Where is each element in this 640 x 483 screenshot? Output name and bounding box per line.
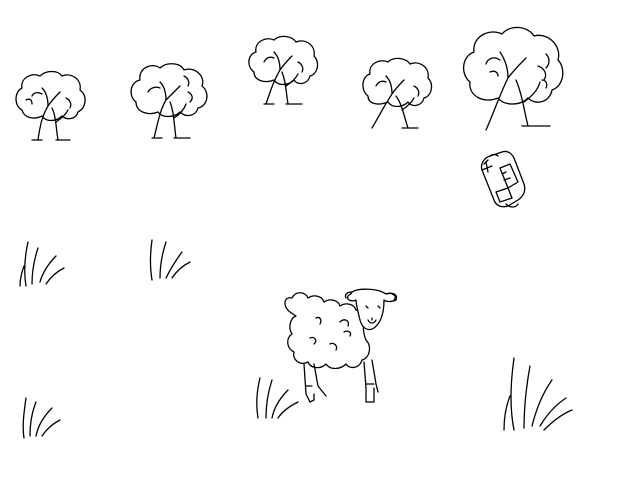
tree-icon <box>248 35 319 105</box>
grass-tuft-icon <box>149 239 191 281</box>
car-icon[interactable] <box>476 150 528 212</box>
tree-icon <box>130 63 208 139</box>
tree-icon <box>15 70 86 141</box>
grass-tuft-icon <box>19 241 65 287</box>
grass-tuft-icon <box>22 397 61 439</box>
tree-icon <box>463 26 564 131</box>
tree-icon <box>362 57 433 129</box>
grass-tuft-icon <box>503 357 573 431</box>
grass-tuft-icon <box>256 377 299 419</box>
sheep-icon[interactable] <box>280 288 402 408</box>
